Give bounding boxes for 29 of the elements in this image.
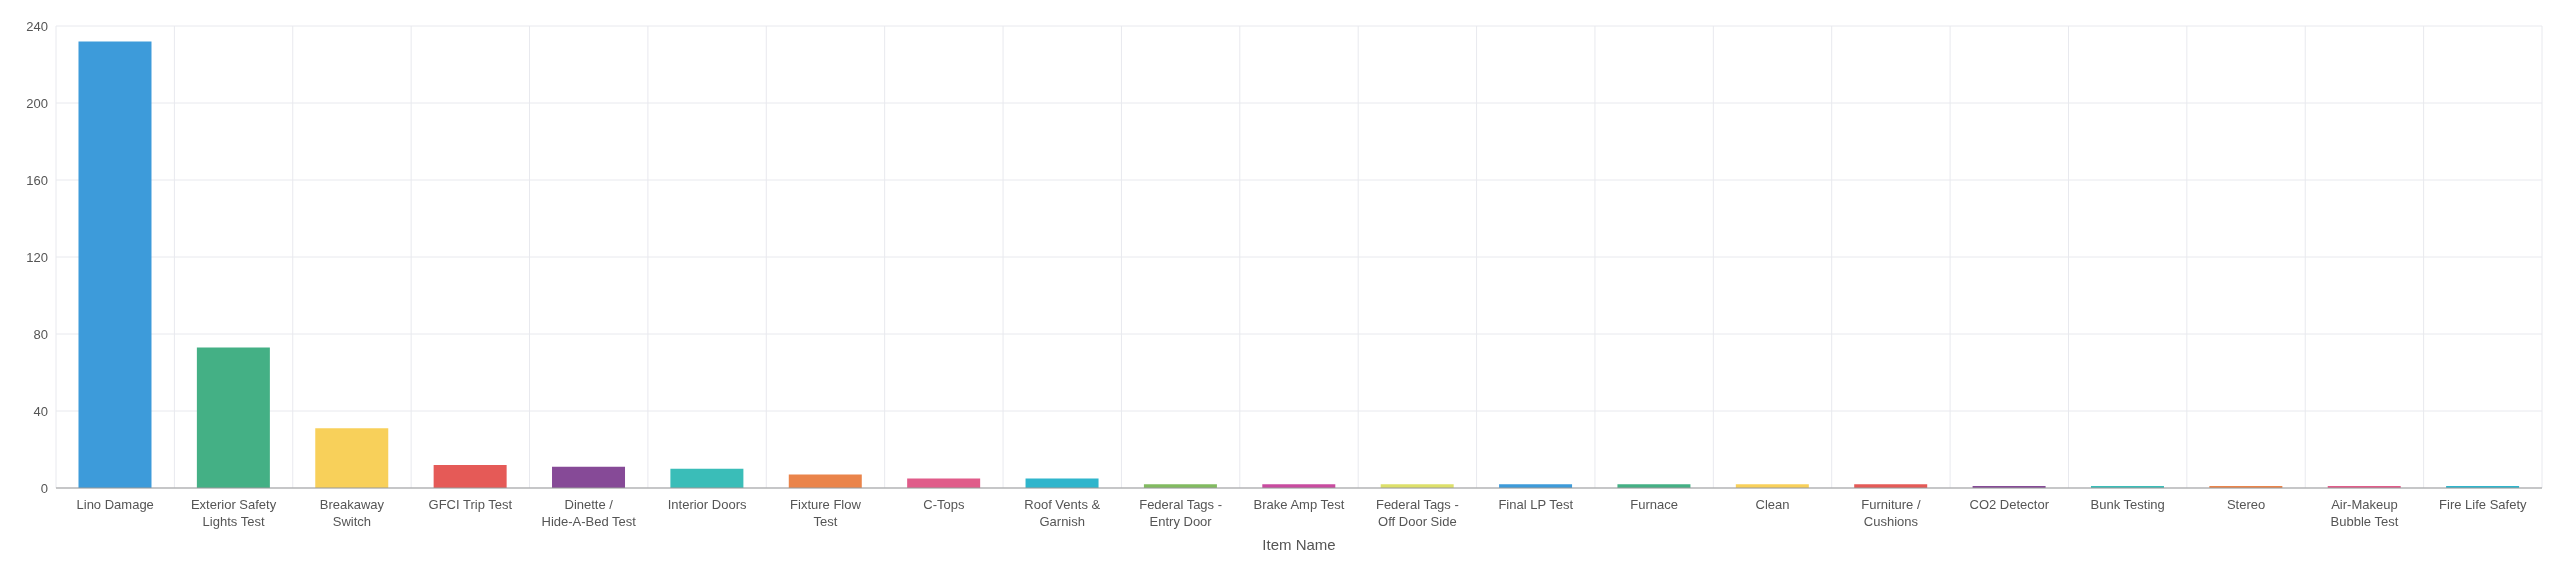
x-tick-label: Clean	[1755, 497, 1790, 513]
x-axis-title: Item Name	[1262, 536, 1336, 553]
x-tick-label: Brake Amp Test	[1253, 497, 1345, 513]
x-tick-label: GFCI Trip Test	[428, 497, 513, 513]
x-tick-label: Stereo	[2226, 497, 2266, 513]
y-tick-label: 200	[26, 95, 48, 111]
x-tick-label: Breakaway Switch	[319, 497, 385, 530]
y-tick-label: 160	[26, 172, 48, 188]
x-tick-label: Interior Doors	[667, 497, 747, 513]
x-tick-label: C-Tops	[923, 497, 965, 513]
y-tick-label: 120	[26, 249, 48, 265]
x-tick-label: Furniture / Cushions	[1861, 497, 1921, 530]
y-tick-label: 40	[33, 403, 48, 419]
x-tick-label: Furnace	[1630, 497, 1678, 513]
x-tick-label: Federal Tags - Entry Door	[1139, 497, 1223, 530]
x-tick-label: Fire Life Safety	[2439, 497, 2528, 513]
x-tick-label: Federal Tags - Off Door Side	[1375, 497, 1459, 530]
y-tick-label: 0	[40, 480, 48, 496]
x-tick-label: Bunk Testing	[2090, 497, 2165, 513]
y-tick-label: 80	[33, 326, 48, 342]
x-tick-label: Roof Vents & Garnish	[1024, 497, 1101, 530]
y-tick-label: 240	[26, 18, 48, 34]
x-tick-label: Final LP Test	[1498, 497, 1574, 513]
x-tick-label: Lino Damage	[76, 497, 154, 513]
x-tick-label: Exterior Safety Lights Test	[190, 497, 277, 530]
x-tick-label: CO2 Detector	[1969, 497, 2050, 513]
x-tick-label: Dinette / Hide-A-Bed Test	[541, 497, 637, 530]
x-tick-label: Air-Makeup Bubble Test	[2330, 497, 2399, 530]
x-tick-label: Fixture Flow Test	[790, 497, 862, 530]
